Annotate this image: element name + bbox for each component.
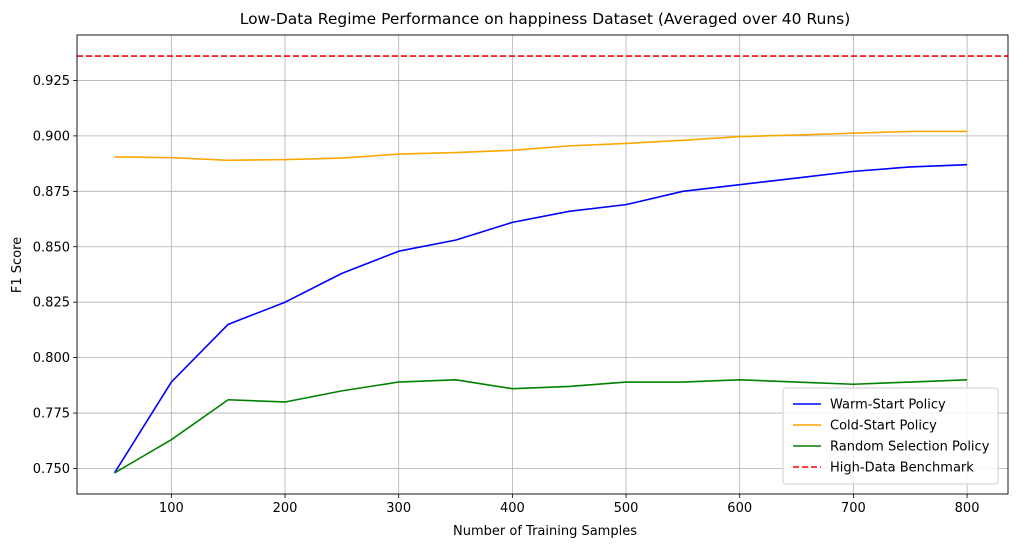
series-line-cold-start-policy: [114, 130, 968, 162]
x-tick-label: 500: [614, 501, 639, 516]
legend-label-warm-start-policy: Warm-Start Policy: [830, 398, 946, 413]
legend: Warm-Start Policy Cold-Start Policy Random…: [782, 387, 999, 485]
legend-box: [782, 387, 999, 485]
y-tick-label: 0.875: [33, 185, 70, 200]
x-tick-label: 400: [500, 501, 525, 516]
y-tick-label: 0.775: [33, 407, 70, 422]
y-tick-label: 0.850: [33, 240, 70, 255]
x-tick-label: 700: [841, 501, 866, 516]
y-tick-label: 0.925: [33, 74, 70, 89]
legend-label-high-data-benchmark: High-Data Benchmark: [830, 461, 974, 476]
y-axis-label: F1 Score: [10, 237, 25, 293]
x-tick-label: 200: [273, 501, 298, 516]
series-layer: [77, 55, 1008, 474]
y-tick-label: 0.750: [33, 462, 70, 477]
x-tick-label: 600: [727, 501, 752, 516]
y-axis: 0.750 0.775 0.800 0.825 0.850 0.875 0.900 0.925: [33, 74, 77, 477]
chart-title: Low-Data Regime Performance on happiness…: [240, 10, 851, 28]
x-tick-label: 800: [955, 501, 980, 516]
y-tick-label: 0.800: [33, 351, 70, 366]
series-line-warm-start-policy: [113, 163, 968, 474]
y-tick-label: 0.900: [33, 129, 70, 144]
x-axis-label: Number of Training Samples: [453, 524, 637, 539]
y-tick-label: 0.825: [33, 296, 70, 311]
x-axis: 100 200 300 400 500 600 700 800: [159, 494, 980, 516]
plot-frame: [76, 34, 1009, 495]
legend-label-cold-start-policy: Cold-Start Policy: [830, 419, 937, 434]
series-line-random-selection-policy: [114, 378, 968, 474]
x-tick-label: 300: [386, 501, 411, 516]
legend-label-random-selection-policy: Random Selection Policy: [830, 440, 990, 455]
x-tick-label: 100: [159, 501, 184, 516]
